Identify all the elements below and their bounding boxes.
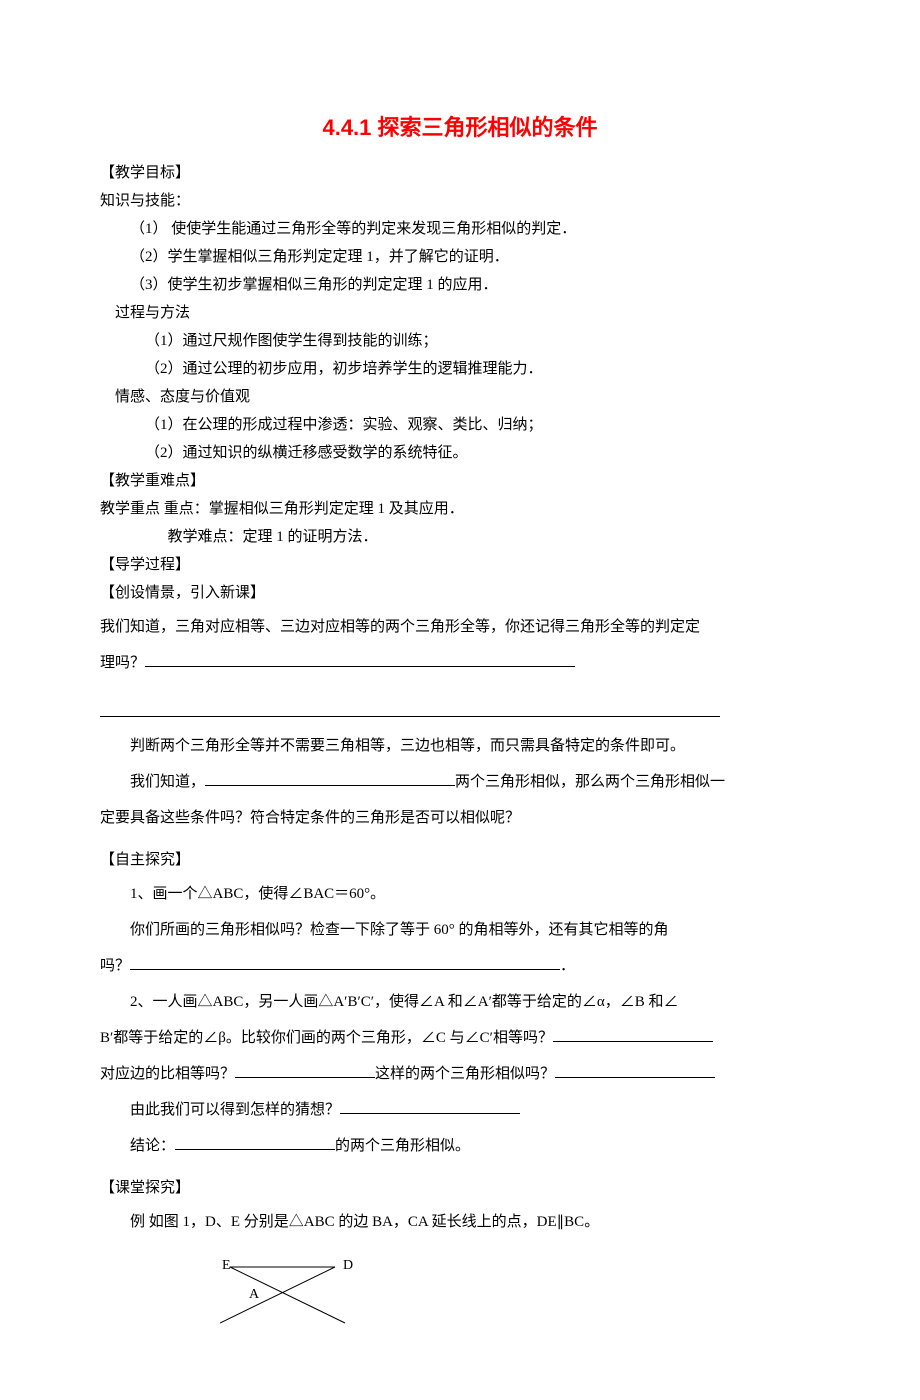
page-title: 4.4.1 探索三角形相似的条件 <box>100 110 820 142</box>
knowledge-item-3: （3）使学生初步掌握相似三角形的判定定理 1 的应用． <box>100 272 820 298</box>
scene-p1-line1: 我们知道，三角对应相等、三边对应相等的两个三角形全等，你还记得三角形全等的判定定 <box>100 612 820 642</box>
emotion-label: 情感、态度与价值观 <box>100 384 820 410</box>
blank-line <box>130 954 560 970</box>
hard-label: 教学难点： <box>168 529 243 545</box>
selfexp-item1-q-line1: 你们所画的三角形相似吗？检查一下除了等于 60° 的角相等外，还有其它相等的角 <box>100 915 820 945</box>
selfexp-conclusion-pre: 结论： <box>130 1138 175 1154</box>
blank-line <box>340 1098 520 1114</box>
selfexp-item1: 1、画一个△ABC，使得∠BAC＝60°。 <box>100 879 820 909</box>
emotion-item-1: （1）在公理的形成过程中渗透：实验、观察、类比、归纳； <box>100 412 820 438</box>
scene-p3-line2: 定要具备这些条件吗？符合特定条件的三角形是否可以相似呢？ <box>100 803 820 833</box>
hard-text: 定理 1 的证明方法． <box>243 529 378 545</box>
process-method-item-1: （1）通过尺规作图使学生得到技能的训练； <box>100 328 820 354</box>
svg-text:E: E <box>222 1258 231 1273</box>
goal-header: 【教学目标】 <box>100 160 820 186</box>
scene-p3-line1: 我们知道， 两个三角形相似，那么两个三角形相似一 <box>100 767 820 797</box>
knowledge-label: 知识与技能： <box>100 188 820 214</box>
selfexp-item2-line1: 2、一人画△ABC，另一人画△A′B′C′，使得∠A 和∠A′都等于给定的∠α，… <box>100 987 820 1017</box>
selfexp-item2-line2-pre: B′都等于给定的∠β。比较你们画的两个三角形，∠C 与∠C′相等吗？ <box>100 1030 553 1046</box>
scene-p1-post: 理吗？ <box>100 655 145 671</box>
emotion-item-2: （2）通过知识的纵横迁移感受数学的系统特征。 <box>100 440 820 466</box>
blank-line <box>235 1062 375 1078</box>
blank-line <box>553 1026 713 1042</box>
hard-line: 教学难点：定理 1 的证明方法． <box>100 524 820 550</box>
selfexp-item1-tail: ． <box>560 958 575 974</box>
scene-p1-line2: 理吗？ <box>100 648 820 678</box>
process-method-label: 过程与方法 <box>100 300 820 326</box>
selfexp-guess: 由此我们可以得到怎样的猜想？ <box>100 1095 820 1125</box>
selfexp-guess-pre: 由此我们可以得到怎样的猜想？ <box>130 1102 340 1118</box>
selfexp-item2-line3-mid: 这样的两个三角形相似吗？ <box>375 1066 555 1082</box>
blank-line <box>175 1134 335 1150</box>
process-method-item-2: （2）通过公理的初步应用，初步培养学生的逻辑推理能力． <box>100 356 820 382</box>
scene-p3-pre: 我们知道， <box>130 774 205 790</box>
blank-line <box>145 651 575 667</box>
selfexp-conclusion-post: 的两个三角形相似。 <box>335 1138 470 1154</box>
selfexp-item2-line3: 对应边的比相等吗？ 这样的两个三角形相似吗？ <box>100 1059 820 1089</box>
selfexp-item2-line2: B′都等于给定的∠β。比较你们画的两个三角形，∠C 与∠C′相等吗？ <box>100 1023 820 1053</box>
scene-p2: 判断两个三角形全等并不需要三角相等，三边也相等，而只需具备特定的条件即可。 <box>100 731 820 761</box>
blank-line <box>100 686 720 717</box>
selfexp-item1-q-line2: 吗？ ． <box>100 951 820 981</box>
keydiff-header: 【教学重难点】 <box>100 468 820 494</box>
knowledge-item-1: （1） 使使学生能通过三角形全等的判定来发现三角形相似的判定． <box>100 216 820 242</box>
classexp-example: 例 如图 1，D、E 分别是△ABC 的边 BA，CA 延长线上的点，DE∥BC… <box>100 1207 820 1237</box>
blank-line <box>555 1062 715 1078</box>
svg-text:A: A <box>249 1287 260 1302</box>
focus-line: 教学重点 重点：掌握相似三角形判定定理 1 及其应用． <box>100 496 820 522</box>
classexp-header: 【课堂探究】 <box>100 1175 820 1201</box>
focus-text: 掌握相似三角形判定定理 1 及其应用． <box>209 501 464 517</box>
focus-label: 教学重点 重点： <box>100 501 209 517</box>
svg-text:D: D <box>343 1258 353 1273</box>
blank-line <box>205 770 455 786</box>
selfexp-conclusion: 结论： 的两个三角形相似。 <box>100 1131 820 1161</box>
selfexp-header: 【自主探究】 <box>100 847 820 873</box>
process-header: 【导学过程】 <box>100 552 820 578</box>
knowledge-item-2: （2）学生掌握相似三角形判定定理 1，并了解它的证明． <box>100 244 820 270</box>
selfexp-item2-line3-pre: 对应边的比相等吗？ <box>100 1066 235 1082</box>
scene-header: 【创设情景，引入新课】 <box>100 580 820 606</box>
selfexp-item1-q-post: 吗？ <box>100 958 130 974</box>
scene-p3-mid: 两个三角形相似，那么两个三角形相似一 <box>455 774 725 790</box>
triangle-diagram: E D A <box>220 1255 820 1340</box>
